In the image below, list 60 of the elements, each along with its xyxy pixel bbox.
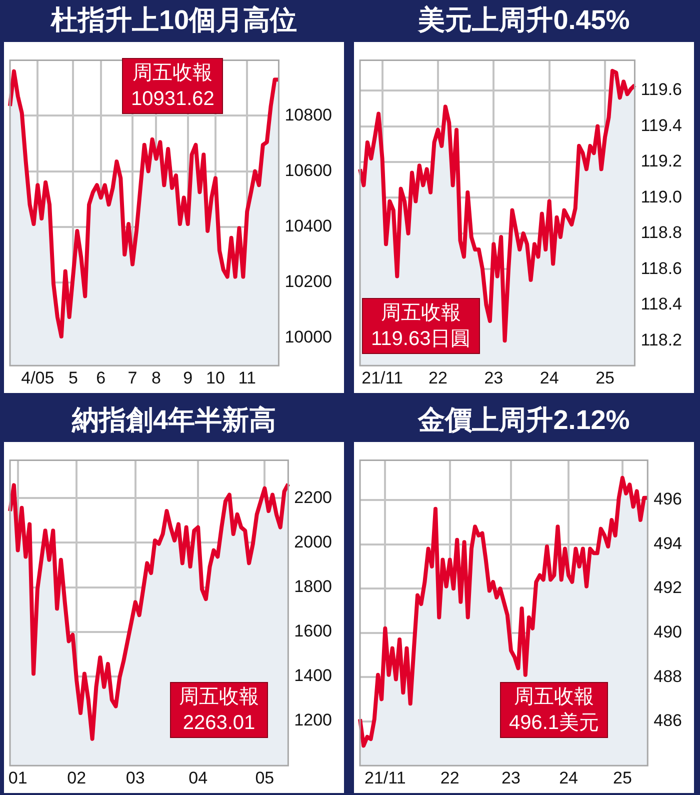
annotation: 119.63日圓 xyxy=(371,327,471,352)
y-tick-label: 119.6 xyxy=(640,80,682,100)
y-tick-label: 1200 xyxy=(294,710,332,730)
y-tick-label: 486 xyxy=(654,711,682,730)
annotation: 周五收報 xyxy=(132,61,214,86)
x-tick-label: 04 xyxy=(188,768,208,788)
y-tick-label: 119.2 xyxy=(640,152,682,171)
x-tick-label: 11 xyxy=(238,368,256,388)
annotation: 496.1美元 xyxy=(509,711,600,736)
x-tick-label: 5 xyxy=(68,368,78,388)
y-tick-label: 488 xyxy=(654,666,682,686)
annotation: 10931.62 xyxy=(131,87,214,112)
y-tick-label: 492 xyxy=(654,578,682,598)
y-tick-label: 1800 xyxy=(294,576,332,596)
x-tick-label: 8 xyxy=(151,368,161,388)
x-tick-label: 6 xyxy=(96,368,106,388)
y-tick-label: 118.4 xyxy=(640,294,682,314)
x-tick-label: 25 xyxy=(613,768,632,788)
x-tick-label: 03 xyxy=(126,768,145,788)
x-tick-label: 21/11 xyxy=(364,768,406,788)
x-tick-label: 23 xyxy=(502,768,520,788)
x-tick-label: 05 xyxy=(255,768,274,788)
chart-title: 金價上周升2.12% xyxy=(416,404,631,437)
y-tick-label: 118.6 xyxy=(640,258,682,278)
y-tick-label: 10000 xyxy=(284,328,332,347)
y-tick-label: 2200 xyxy=(294,488,332,507)
x-tick-label: 10 xyxy=(206,368,225,388)
y-tick-label: 10800 xyxy=(284,105,332,124)
x-tick-label: 24 xyxy=(540,368,559,388)
y-tick-label: 119.0 xyxy=(640,187,682,206)
y-tick-label: 1400 xyxy=(294,666,332,686)
y-tick-label: 490 xyxy=(654,622,682,642)
annotation: 周五收報 xyxy=(179,685,259,710)
annotation: 周五收報 xyxy=(513,685,596,710)
x-tick-label: 7 xyxy=(128,368,138,388)
annotation: 周五收報 xyxy=(380,301,462,326)
y-tick-label: 494 xyxy=(654,534,682,553)
x-tick-label: 25 xyxy=(596,368,614,388)
chart-title: 美元上周升0.45% xyxy=(416,4,631,37)
y-tick-label: 118.2 xyxy=(640,330,682,350)
x-tick-label: 4/05 xyxy=(21,368,54,388)
x-tick-label: 22 xyxy=(440,768,460,788)
annotation: 2263.01 xyxy=(182,711,256,736)
chart-title: 納指創4年半新高 xyxy=(70,404,278,437)
y-tick-label: 118.8 xyxy=(640,223,682,242)
x-tick-label: 24 xyxy=(559,768,578,788)
x-tick-label: 9 xyxy=(183,368,193,388)
y-tick-label: 10600 xyxy=(284,160,332,180)
y-tick-label: 1600 xyxy=(294,622,332,641)
chart-title: 杜指升上10個月高位 xyxy=(50,4,298,37)
x-tick-label: 01 xyxy=(8,768,28,788)
y-tick-label: 2000 xyxy=(294,532,332,552)
y-tick-label: 496 xyxy=(654,490,682,509)
x-tick-label: 22 xyxy=(428,368,448,388)
x-tick-label: 21/11 xyxy=(362,368,403,388)
y-tick-label: 119.4 xyxy=(640,116,682,135)
x-tick-label: 23 xyxy=(484,368,504,388)
y-tick-label: 10200 xyxy=(284,272,332,291)
y-tick-label: 10400 xyxy=(284,216,332,236)
x-tick-label: 02 xyxy=(67,768,86,788)
